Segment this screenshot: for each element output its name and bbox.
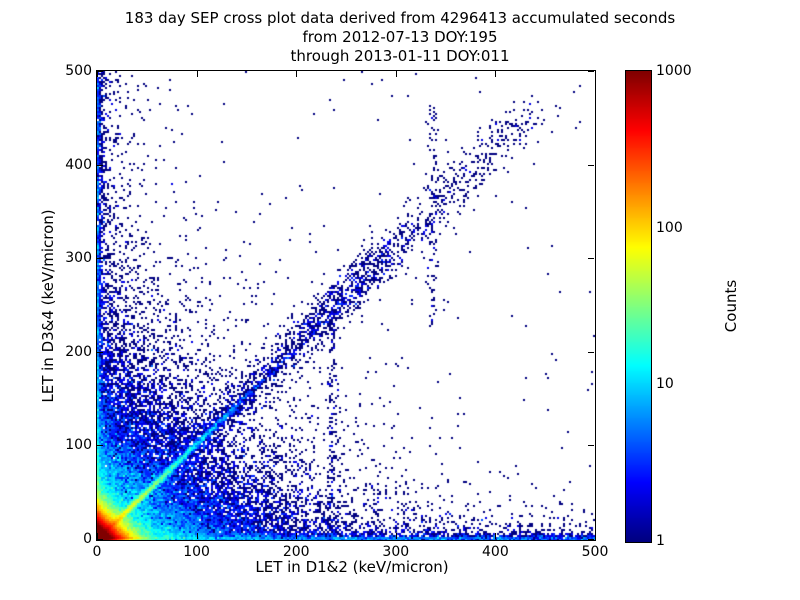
y-axis-tick-mark — [97, 539, 103, 540]
x-tick-label: 300 — [382, 544, 410, 560]
colorbar-tick-label: 1 — [656, 533, 665, 549]
x-tick-label: 500 — [581, 544, 609, 560]
x-axis-top-tick-mark — [97, 71, 98, 77]
chart-title-line-1: 183 day SEP cross plot data derived from… — [124, 9, 676, 27]
chart-title: 183 day SEP cross plot data derived from… — [0, 9, 800, 66]
y-axis-label: LET in D3&4 (keV/micron) — [39, 209, 57, 403]
y-tick-label: 400 — [65, 156, 92, 173]
y-axis-right-tick-mark — [588, 164, 594, 166]
x-tick-label: 100 — [183, 544, 210, 560]
y-axis-right-tick-mark — [588, 351, 594, 353]
x-axis-tick-mark — [395, 533, 397, 539]
y-axis-tick-mark — [97, 71, 103, 72]
x-tick-label: 200 — [282, 544, 310, 560]
y-axis-tick-mark — [97, 258, 103, 260]
plot-area-border — [96, 70, 596, 541]
colorbar-border — [625, 70, 652, 543]
x-axis-top-tick-mark — [395, 71, 397, 77]
x-axis-tick-mark — [595, 533, 596, 539]
x-axis-label: LET in D1&2 (keV/micron) — [255, 558, 449, 576]
x-tick-label: 400 — [482, 544, 509, 560]
x-axis-tick-mark — [196, 533, 198, 539]
y-axis-right-tick-mark — [588, 539, 594, 540]
y-tick-label: 200 — [65, 343, 92, 360]
x-tick-label: 0 — [92, 544, 102, 560]
y-tick-label: 0 — [83, 531, 92, 547]
x-axis-top-tick-mark — [595, 71, 596, 77]
colorbar-tick-label: 100 — [656, 219, 683, 236]
colorbar-title: Counts — [722, 279, 740, 333]
y-axis-right-tick-mark — [588, 445, 594, 447]
colorbar-gradient-canvas — [626, 71, 651, 542]
x-axis-tick-mark — [495, 533, 497, 539]
y-axis-right-tick-mark — [588, 258, 594, 260]
y-axis-right-tick-mark — [588, 71, 594, 72]
scatter-density-canvas — [97, 71, 595, 540]
x-axis-top-tick-mark — [196, 71, 198, 77]
colorbar-tick-label: 10 — [656, 376, 674, 393]
x-axis-top-tick-mark — [495, 71, 497, 77]
chart-title-line-3: through 2013-01-11 DOY:011 — [290, 47, 510, 65]
colorbar-tick-label: 1000 — [656, 63, 692, 79]
x-axis-top-tick-mark — [296, 71, 298, 77]
y-axis-tick-mark — [97, 351, 103, 353]
y-tick-label: 300 — [65, 250, 92, 267]
x-axis-tick-mark — [296, 533, 298, 539]
x-axis-tick-mark — [97, 533, 98, 539]
y-tick-label: 500 — [65, 63, 92, 79]
y-axis-tick-mark — [97, 445, 103, 447]
y-axis-tick-mark — [97, 164, 103, 166]
y-tick-label: 100 — [65, 437, 92, 454]
chart-title-line-2: from 2012-07-13 DOY:195 — [302, 28, 498, 46]
